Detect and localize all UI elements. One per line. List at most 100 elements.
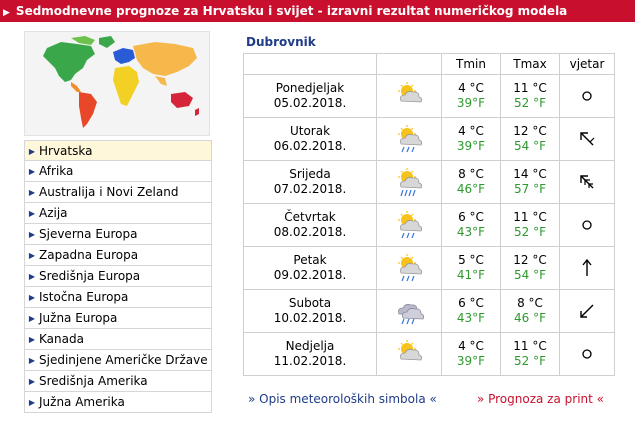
tmax-cell: 12 °C 54 °F bbox=[500, 246, 560, 290]
sidebar-item-australija[interactable]: ▶ Australija i Novi Zeland bbox=[24, 182, 212, 203]
sidebar-item-label: Zapadna Europa bbox=[39, 248, 139, 262]
wind-calm-icon bbox=[560, 217, 614, 233]
tmax-celsius: 11 °C bbox=[513, 210, 547, 224]
tmin-fahrenheit: 43°F bbox=[456, 311, 486, 325]
tmin-cell: 6 °C 43°F bbox=[441, 203, 501, 247]
wind-cell bbox=[559, 117, 615, 161]
triangle-right-icon: ▶ bbox=[28, 167, 36, 176]
table-row: Subota 10.02.2018. 6 °C 43°F 8 °C 46 °F bbox=[243, 289, 615, 333]
city-title: Dubrovnik bbox=[246, 35, 316, 49]
day-date: 11.02.2018. bbox=[273, 354, 347, 368]
sidebar-item-sredisnja-amerika[interactable]: ▶ Središnja Amerika bbox=[24, 371, 212, 392]
day-date: 05.02.2018. bbox=[273, 96, 347, 110]
tmax-cell: 14 °C 57 °F bbox=[500, 160, 560, 204]
weather-icon-cell bbox=[376, 117, 442, 161]
triangle-right-icon: ▶ bbox=[28, 314, 36, 323]
sun-cloud-icon bbox=[377, 339, 441, 369]
day-name: Srijeda bbox=[289, 167, 331, 181]
tmax-fahrenheit: 54 °F bbox=[514, 139, 546, 153]
tmin-fahrenheit: 39°F bbox=[456, 139, 486, 153]
wind-cell bbox=[559, 289, 615, 333]
triangle-right-icon: ▶ bbox=[28, 335, 36, 344]
sidebar-item-zapadna-europa[interactable]: ▶ Zapadna Europa bbox=[24, 245, 212, 266]
sidebar-item-sjeverna-europa[interactable]: ▶ Sjeverna Europa bbox=[24, 224, 212, 245]
sidebar-item-sredisnja-europa[interactable]: ▶ Središnja Europa bbox=[24, 266, 212, 287]
header-bar: ▶ Sedmodnevne prognoze za Hrvatsku i svij… bbox=[0, 0, 635, 22]
symbols-link[interactable]: » Opis meteoroloških simbola « bbox=[248, 392, 437, 406]
sidebar-item-juzna-amerika[interactable]: ▶ Južna Amerika bbox=[24, 392, 212, 413]
sidebar-item-afrika[interactable]: ▶ Afrika bbox=[24, 161, 212, 182]
sidebar-item-label: Kanada bbox=[39, 332, 84, 346]
tmin-cell: 4 °C 39°F bbox=[441, 332, 501, 376]
sidebar-item-sad[interactable]: ▶ Sjedinjene Američke Države bbox=[24, 350, 212, 371]
table-row: Nedjelja 11.02.2018. 4 °C 39°F 11 °C 52 °F bbox=[243, 332, 615, 376]
triangle-right-icon: ▶ bbox=[28, 251, 36, 260]
sidebar-item-azija[interactable]: ▶ Azija bbox=[24, 203, 212, 224]
day-cell: Četvrtak 08.02.2018. bbox=[243, 203, 377, 247]
tmin-celsius: 4 °C bbox=[458, 81, 484, 95]
sidebar-item-label: Sjeverna Europa bbox=[39, 227, 138, 241]
tmin-celsius: 6 °C bbox=[458, 296, 484, 310]
sidebar-item-istocna-europa[interactable]: ▶ Istočna Europa bbox=[24, 287, 212, 308]
sidebar-item-hrvatska[interactable]: ▶ Hrvatska bbox=[24, 140, 212, 161]
day-date: 08.02.2018. bbox=[273, 225, 347, 239]
wind-cell bbox=[559, 246, 615, 290]
weather-icon-cell bbox=[376, 332, 442, 376]
wind-cell bbox=[559, 332, 615, 376]
wind-calm-icon bbox=[560, 346, 614, 362]
day-name: Četvrtak bbox=[284, 210, 336, 224]
tmax-cell: 12 °C 54 °F bbox=[500, 117, 560, 161]
sidebar-item-label: Južna Amerika bbox=[39, 395, 125, 409]
sidebar-item-juzna-europa[interactable]: ▶ Južna Europa bbox=[24, 308, 212, 329]
weather-icon-cell bbox=[376, 160, 442, 204]
tmin-fahrenheit: 39°F bbox=[456, 96, 486, 110]
day-cell: Petak 09.02.2018. bbox=[243, 246, 377, 290]
region-menu: ▶ Hrvatska ▶ Afrika ▶ Australija i Novi Zel… bbox=[24, 140, 212, 413]
sun-cloud-rain-icon bbox=[377, 253, 441, 283]
tmax-fahrenheit: 46 °F bbox=[514, 311, 546, 325]
sidebar-item-label: Istočna Europa bbox=[39, 290, 129, 304]
triangle-right-icon: ▶ bbox=[28, 377, 36, 386]
tmax-cell: 8 °C 46 °F bbox=[500, 289, 560, 333]
tmin-cell: 6 °C 43°F bbox=[441, 289, 501, 333]
sun-cloud-icon bbox=[377, 81, 441, 111]
header-title: Sedmodnevne prognoze za Hrvatsku i svije… bbox=[15, 4, 568, 18]
forecast-table: Tmin Tmax vjetar Ponedjeljak 05.02.2018. 4… bbox=[243, 53, 615, 376]
weather-icon-cell bbox=[376, 74, 442, 118]
sidebar-item-label: Azija bbox=[39, 206, 68, 220]
world-map[interactable] bbox=[24, 31, 210, 136]
tmax-cell: 11 °C 52 °F bbox=[500, 203, 560, 247]
print-link[interactable]: » Prognoza za print « bbox=[476, 392, 604, 406]
table-row: Utorak 06.02.2018. 4 °C 39°F 12 °C 54 °F bbox=[243, 117, 615, 161]
sun-cloud-rain-icon bbox=[377, 210, 441, 240]
header-wind: vjetar bbox=[559, 53, 615, 75]
triangle-right-icon: ▶ bbox=[28, 230, 36, 239]
tmax-fahrenheit: 54 °F bbox=[514, 268, 546, 282]
tmax-fahrenheit: 52 °F bbox=[514, 354, 546, 368]
sidebar-item-label: Afrika bbox=[39, 164, 74, 178]
tmin-fahrenheit: 41°F bbox=[456, 268, 486, 282]
table-row: Srijeda 07.02.2018. 8 °C 46°F 14 °C 57 °F bbox=[243, 160, 615, 204]
tmin-cell: 4 °C 39°F bbox=[441, 117, 501, 161]
table-row: Petak 09.02.2018. 5 °C 41°F 12 °C 54 °F bbox=[243, 246, 615, 290]
triangle-right-icon: ▶ bbox=[28, 398, 36, 407]
day-date: 09.02.2018. bbox=[273, 268, 347, 282]
day-cell: Utorak 06.02.2018. bbox=[243, 117, 377, 161]
day-name: Petak bbox=[293, 253, 327, 267]
tmax-celsius: 12 °C bbox=[513, 253, 547, 267]
day-name: Subota bbox=[288, 296, 332, 310]
weather-icon-cell bbox=[376, 203, 442, 247]
sidebar-item-kanada[interactable]: ▶ Kanada bbox=[24, 329, 212, 350]
day-cell: Ponedjeljak 05.02.2018. bbox=[243, 74, 377, 118]
tmax-fahrenheit: 57 °F bbox=[514, 182, 546, 196]
day-cell: Nedjelja 11.02.2018. bbox=[243, 332, 377, 376]
tmin-celsius: 6 °C bbox=[458, 210, 484, 224]
wind-n-icon bbox=[560, 258, 614, 278]
triangle-right-icon: ▶ bbox=[28, 188, 36, 197]
tmin-celsius: 8 °C bbox=[458, 167, 484, 181]
tmax-celsius: 8 °C bbox=[517, 296, 543, 310]
wind-sw-icon bbox=[560, 302, 614, 320]
sidebar-item-label: Hrvatska bbox=[39, 144, 93, 158]
triangle-right-icon: ▶ bbox=[28, 147, 36, 156]
table-row: Ponedjeljak 05.02.2018. 4 °C 39°F 11 °C 52 °F bbox=[243, 74, 615, 118]
